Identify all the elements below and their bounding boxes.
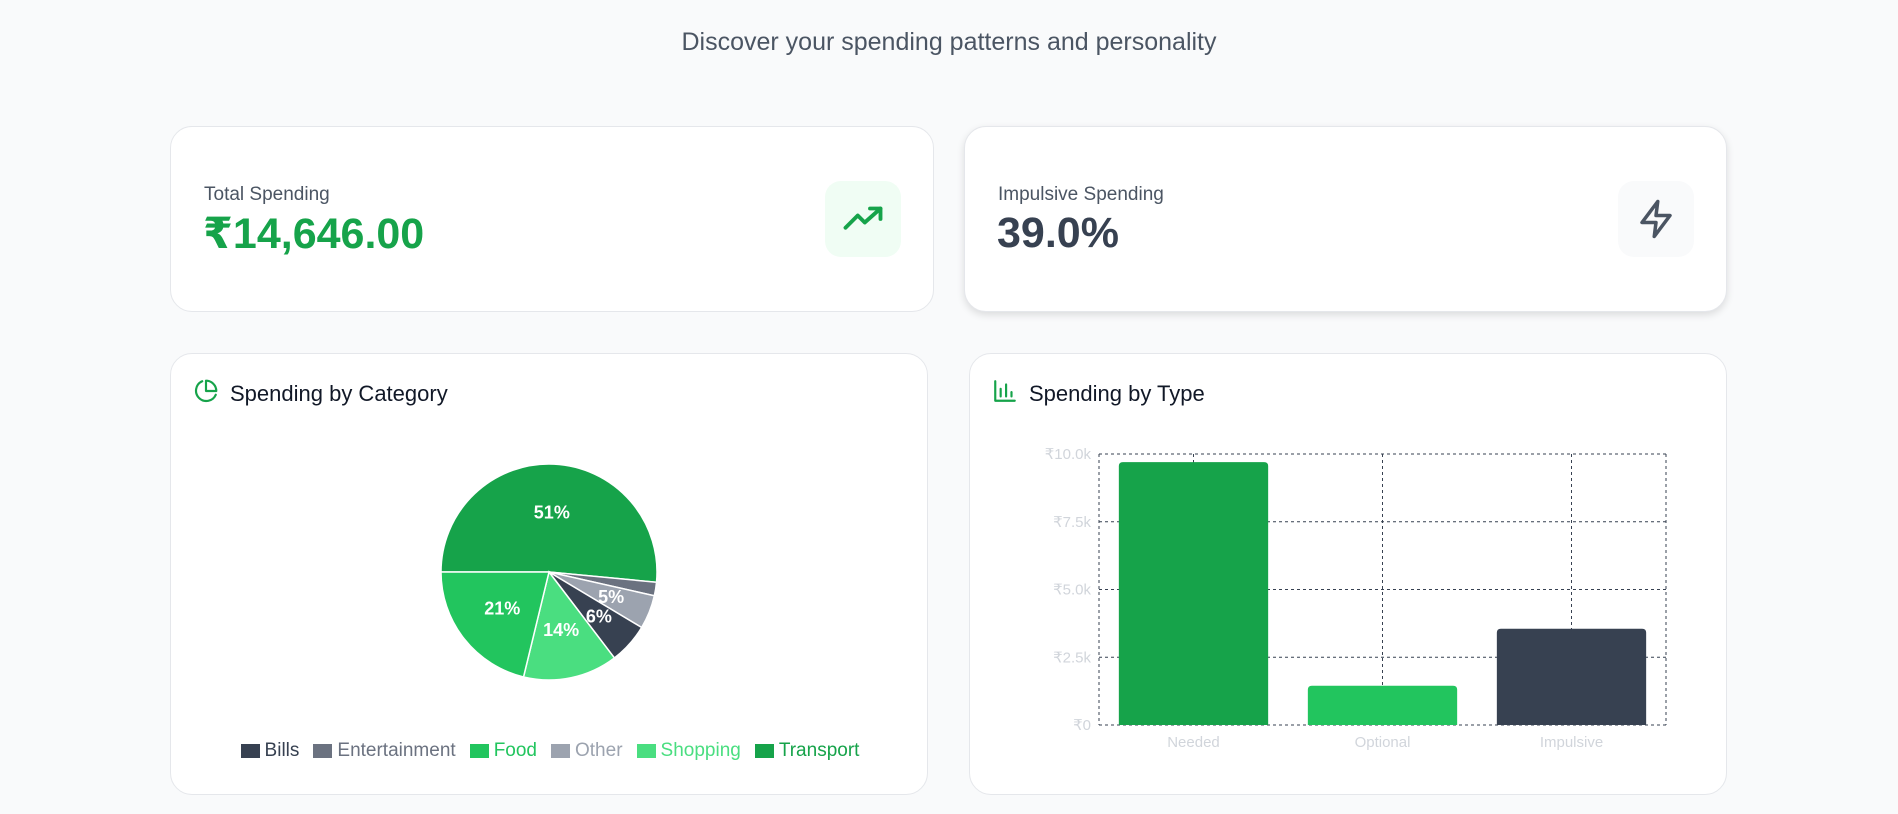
category-pie-chart: 51% 5%6% 14% 21%	[440, 463, 658, 681]
legend-label-entertainment: Entertainment	[337, 740, 456, 761]
trending-up-icon	[825, 181, 901, 257]
y-tick-label-3: ₹7.5k	[1053, 514, 1091, 531]
y-tick-label-0: ₹0	[1073, 717, 1091, 734]
legend-swatch-transport	[754, 744, 774, 758]
legend-swatch-bills	[240, 744, 260, 758]
legend-label-bills: Bills	[264, 740, 300, 761]
legend-label-food: Food	[493, 740, 537, 761]
category-chart-card: Spending by Category 51% 5% 6% 14% 21% Bills…	[170, 353, 928, 795]
x-tick-label-optional: Optional	[1355, 734, 1411, 751]
x-tick-label-impulsive: Impulsive	[1540, 734, 1603, 751]
pie-chart-icon	[193, 378, 219, 409]
legend-label-shopping: Shopping	[660, 740, 741, 761]
legend-item-bills[interactable]: Bills	[240, 740, 300, 762]
x-tick-label-needed: Needed	[1167, 734, 1220, 751]
pie-slice-shopping-4[interactable]	[522, 570, 616, 681]
legend-swatch-other	[551, 744, 570, 758]
total-spending-value: ₹14,646.00	[203, 210, 425, 258]
y-tick-label-2: ₹5.0k	[1053, 582, 1091, 599]
category-chart-header: Spending by Category	[193, 378, 448, 409]
y-tick-label-1: ₹2.5k	[1053, 649, 1091, 666]
bar-impulsive[interactable]	[1496, 628, 1647, 725]
impulsive-spending-value: 39.0%	[997, 209, 1119, 257]
page-title-clipped	[0, 0, 1898, 2]
type-chart-header: Spending by Type	[992, 378, 1205, 409]
type-chart-card: Spending by Type ₹0 ₹2.5k ₹5.0k ₹7.5k ₹10.0k…	[969, 353, 1727, 795]
lightning-icon	[1618, 181, 1694, 257]
legend-label-transport: Transport	[778, 740, 860, 761]
type-bar-chart: ₹0 ₹2.5k ₹5.0k ₹7.5k ₹10.0k Needed Optional Imp…	[1045, 446, 1667, 751]
pie-label-bills-3: 6%	[586, 607, 612, 627]
impulsive-spending-label: Impulsive Spending	[998, 184, 1164, 205]
pie-label-food-5: 21%	[484, 599, 520, 619]
legend-label-other: Other	[575, 740, 623, 761]
legend-swatch-food	[469, 744, 489, 758]
category-chart-title: Spending by Category	[230, 380, 448, 406]
bar-chart-icon	[992, 378, 1018, 409]
legend-swatch-shopping	[636, 744, 656, 758]
bar-optional[interactable]	[1307, 685, 1458, 725]
pie-label-other-2: 5%	[598, 587, 624, 607]
impulsive-spending-card: Impulsive Spending 39.0%	[964, 126, 1727, 312]
type-chart-title: Spending by Type	[1029, 380, 1205, 406]
total-spending-card: Total Spending ₹14,646.00	[170, 126, 934, 312]
legend-item-other[interactable]: Other	[551, 740, 623, 762]
legend-item-entertainment[interactable]: Entertainment	[313, 740, 456, 762]
pie-slice-food-5[interactable]	[440, 571, 550, 678]
total-spending-label: Total Spending	[204, 184, 330, 205]
pie-label-transport-0: 51%	[534, 503, 570, 523]
pie-slice-transport-0[interactable]	[440, 463, 658, 584]
pie-label-shopping-4: 14%	[543, 620, 579, 640]
legend-item-transport[interactable]: Transport	[754, 740, 860, 762]
bar-needed[interactable]	[1118, 462, 1269, 725]
y-tick-label-4: ₹10.0k	[1045, 446, 1092, 463]
legend-swatch-entertainment	[313, 744, 333, 758]
page-subtitle: Discover your spending patterns and pers…	[681, 28, 1217, 56]
legend-item-food[interactable]: Food	[469, 740, 537, 762]
category-legend: Bills Entertainment Food Other Shopping Trans…	[171, 740, 929, 762]
legend-item-shopping[interactable]: Shopping	[636, 740, 741, 762]
